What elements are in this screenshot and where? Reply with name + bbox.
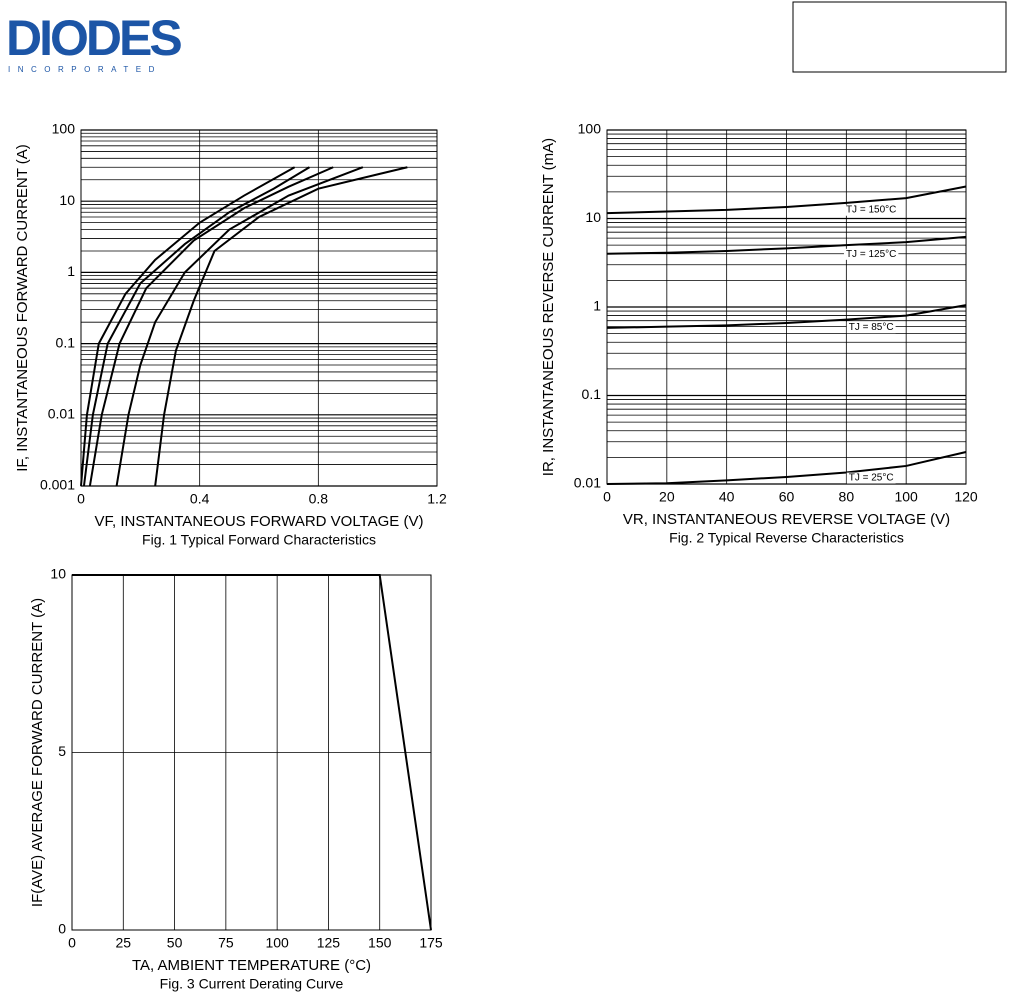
label-bg (846, 322, 896, 334)
logo-tagline: INCORPORATED (8, 65, 162, 74)
x-tick-label: 100 (894, 489, 918, 505)
series-label: TJ = 125°C (846, 249, 896, 260)
y-axis-title: IF, INSTANTANEOUS FORWARD CURRENT (A) (14, 144, 31, 472)
header-box (792, 1, 1007, 73)
x-axis-title: VF, INSTANTANEOUS FORWARD VOLTAGE (V) (95, 513, 424, 530)
y-tick-label: 100 (52, 121, 76, 137)
x-tick-label: 25 (115, 935, 131, 951)
data-line (82, 166, 310, 487)
label-bg (846, 472, 896, 484)
data-line (154, 166, 408, 487)
data-line (88, 166, 334, 487)
x-tick-label: 60 (779, 489, 795, 505)
data-line (606, 235, 967, 255)
label-bg (843, 248, 899, 260)
x-tick-label: 0.8 (309, 491, 329, 507)
series-label: TJ = 85°C (849, 322, 894, 333)
series-label: TJ = 25°C (849, 473, 894, 484)
data-line (606, 304, 967, 329)
y-tick-label: 10 (59, 192, 75, 208)
data-line (606, 451, 967, 485)
y-tick-label: 10 (50, 566, 66, 582)
logo: DIODES (6, 10, 181, 66)
y-tick-label: 0.1 (582, 386, 602, 402)
x-tick-label: 80 (839, 489, 855, 505)
x-tick-label: 120 (954, 489, 978, 505)
series-label: TJ = 150°C (846, 205, 896, 216)
x-tick-label: 0 (603, 489, 611, 505)
y-axis-title: IR, INSTANTANEOUS REVERSE CURRENT (mA) (540, 138, 557, 476)
data-line (606, 185, 967, 215)
y-tick-label: 0.001 (40, 477, 75, 493)
x-axis-title: VR, INSTANTANEOUS REVERSE VOLTAGE (V) (623, 511, 950, 528)
y-tick-label: 5 (58, 743, 66, 759)
x-tick-label: 150 (368, 935, 392, 951)
label-bg (843, 204, 899, 216)
x-tick-label: 75 (218, 935, 234, 951)
x-tick-label: 50 (167, 935, 183, 951)
plot-area (80, 129, 438, 487)
y-tick-label: 0.1 (56, 334, 76, 350)
data-line (115, 166, 364, 487)
x-tick-label: 0.4 (190, 491, 210, 507)
y-tick-label: 1 (67, 263, 75, 279)
data-line (72, 574, 432, 931)
x-tick-label: 0 (77, 491, 85, 507)
x-tick-label: 20 (659, 489, 675, 505)
y-tick-label: 1 (593, 298, 601, 314)
x-tick-label: 100 (265, 935, 289, 951)
x-tick-label: 1.2 (427, 491, 447, 507)
x-tick-label: 0 (68, 935, 76, 951)
y-tick-label: 100 (578, 121, 602, 137)
chart-title: Fig. 2 Typical Reverse Characteristics (669, 530, 904, 546)
y-tick-label: 10 (585, 209, 601, 225)
x-tick-label: 40 (719, 489, 735, 505)
y-tick-label: 0.01 (48, 406, 75, 422)
x-tick-label: 125 (317, 935, 341, 951)
data-line (80, 166, 296, 487)
y-tick-label: 0.01 (574, 475, 601, 491)
y-tick-label: 0 (58, 921, 66, 937)
y-axis-title: IF(AVE) AVERAGE FORWARD CURRENT (A) (29, 598, 46, 907)
chart-title: Fig. 1 Typical Forward Characteristics (142, 532, 376, 548)
x-tick-label: 175 (419, 935, 443, 951)
x-axis-title: TA, AMBIENT TEMPERATURE (°C) (132, 957, 371, 974)
chart-title: Fig. 3 Current Derating Curve (160, 976, 344, 992)
